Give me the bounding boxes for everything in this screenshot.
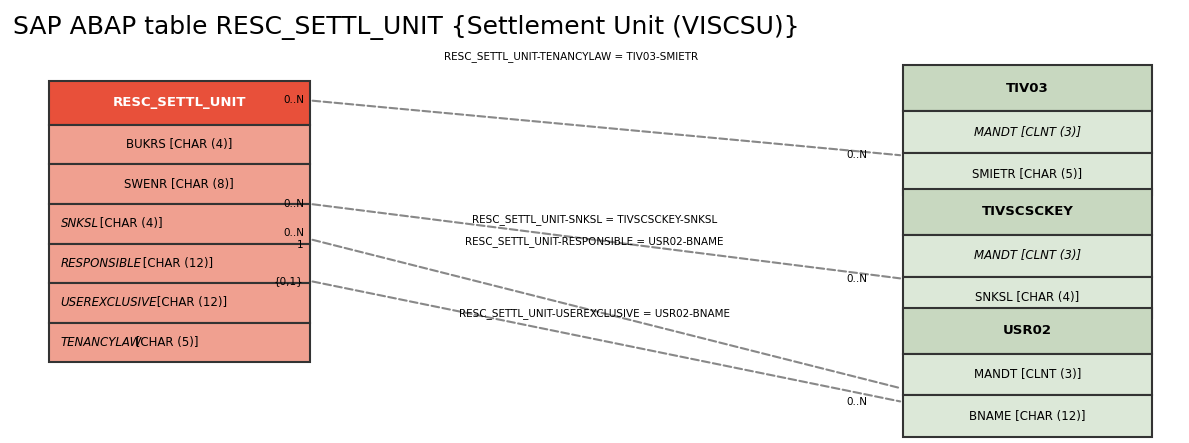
Text: 0..N: 0..N	[283, 95, 304, 105]
Text: [CHAR (5)]: [CHAR (5)]	[132, 336, 199, 349]
FancyBboxPatch shape	[49, 81, 310, 124]
Text: 0..N: 0..N	[283, 199, 304, 209]
Text: {0,1}: {0,1}	[275, 276, 304, 286]
Text: USR02: USR02	[1004, 324, 1052, 337]
Text: RESC_SETTL_UNIT-TENANCYLAW = TIV03-SMIETR: RESC_SETTL_UNIT-TENANCYLAW = TIV03-SMIET…	[443, 51, 698, 62]
FancyBboxPatch shape	[902, 112, 1152, 153]
FancyBboxPatch shape	[902, 189, 1152, 235]
Text: [CHAR (4)]: [CHAR (4)]	[96, 217, 163, 230]
FancyBboxPatch shape	[902, 235, 1152, 276]
FancyBboxPatch shape	[49, 244, 310, 283]
FancyBboxPatch shape	[49, 204, 310, 244]
Text: MANDT [CLNT (3)]: MANDT [CLNT (3)]	[974, 368, 1081, 381]
Text: 0..N: 0..N	[847, 151, 867, 160]
Text: MANDT [CLNT (3)]: MANDT [CLNT (3)]	[974, 126, 1081, 139]
Text: RESC_SETTL_UNIT-RESPONSIBLE = USR02-BNAME: RESC_SETTL_UNIT-RESPONSIBLE = USR02-BNAM…	[465, 236, 724, 247]
FancyBboxPatch shape	[902, 153, 1152, 195]
FancyBboxPatch shape	[902, 354, 1152, 396]
Text: 0..N: 0..N	[847, 274, 867, 284]
FancyBboxPatch shape	[902, 276, 1152, 319]
FancyBboxPatch shape	[49, 323, 310, 362]
FancyBboxPatch shape	[49, 124, 310, 164]
Text: MANDT [CLNT (3)]: MANDT [CLNT (3)]	[974, 249, 1081, 262]
Text: 0..N
1: 0..N 1	[283, 228, 304, 250]
Text: SAP ABAP table RESC_SETTL_UNIT {Settlement Unit (VISCSU)}: SAP ABAP table RESC_SETTL_UNIT {Settleme…	[13, 15, 800, 39]
Text: [CHAR (12)]: [CHAR (12)]	[139, 257, 213, 270]
Text: SWENR [CHAR (8)]: SWENR [CHAR (8)]	[125, 178, 234, 190]
Text: BNAME [CHAR (12)]: BNAME [CHAR (12)]	[969, 410, 1086, 423]
FancyBboxPatch shape	[49, 283, 310, 323]
Text: RESC_SETTL_UNIT: RESC_SETTL_UNIT	[113, 97, 246, 109]
Text: 0..N: 0..N	[847, 397, 867, 407]
FancyBboxPatch shape	[902, 66, 1152, 112]
Text: TENANCYLAW: TENANCYLAW	[61, 336, 141, 349]
Text: RESC_SETTL_UNIT-SNKSL = TIVSCSCKEY-SNKSL: RESC_SETTL_UNIT-SNKSL = TIVSCSCKEY-SNKSL	[472, 214, 717, 225]
Text: RESC_SETTL_UNIT-USEREXCLUSIVE = USR02-BNAME: RESC_SETTL_UNIT-USEREXCLUSIVE = USR02-BN…	[459, 308, 730, 319]
Text: TIV03: TIV03	[1006, 82, 1049, 95]
Text: USEREXCLUSIVE: USEREXCLUSIVE	[61, 296, 157, 310]
Text: BUKRS [CHAR (4)]: BUKRS [CHAR (4)]	[126, 138, 233, 151]
Text: SNKSL: SNKSL	[61, 217, 99, 230]
FancyBboxPatch shape	[49, 164, 310, 204]
Text: TIVSCSCKEY: TIVSCSCKEY	[982, 205, 1074, 218]
Text: SMIETR [CHAR (5)]: SMIETR [CHAR (5)]	[973, 168, 1082, 181]
Text: SNKSL [CHAR (4)]: SNKSL [CHAR (4)]	[975, 291, 1080, 304]
FancyBboxPatch shape	[902, 307, 1152, 354]
FancyBboxPatch shape	[902, 396, 1152, 437]
Text: [CHAR (12)]: [CHAR (12)]	[153, 296, 227, 310]
Text: RESPONSIBLE: RESPONSIBLE	[61, 257, 141, 270]
